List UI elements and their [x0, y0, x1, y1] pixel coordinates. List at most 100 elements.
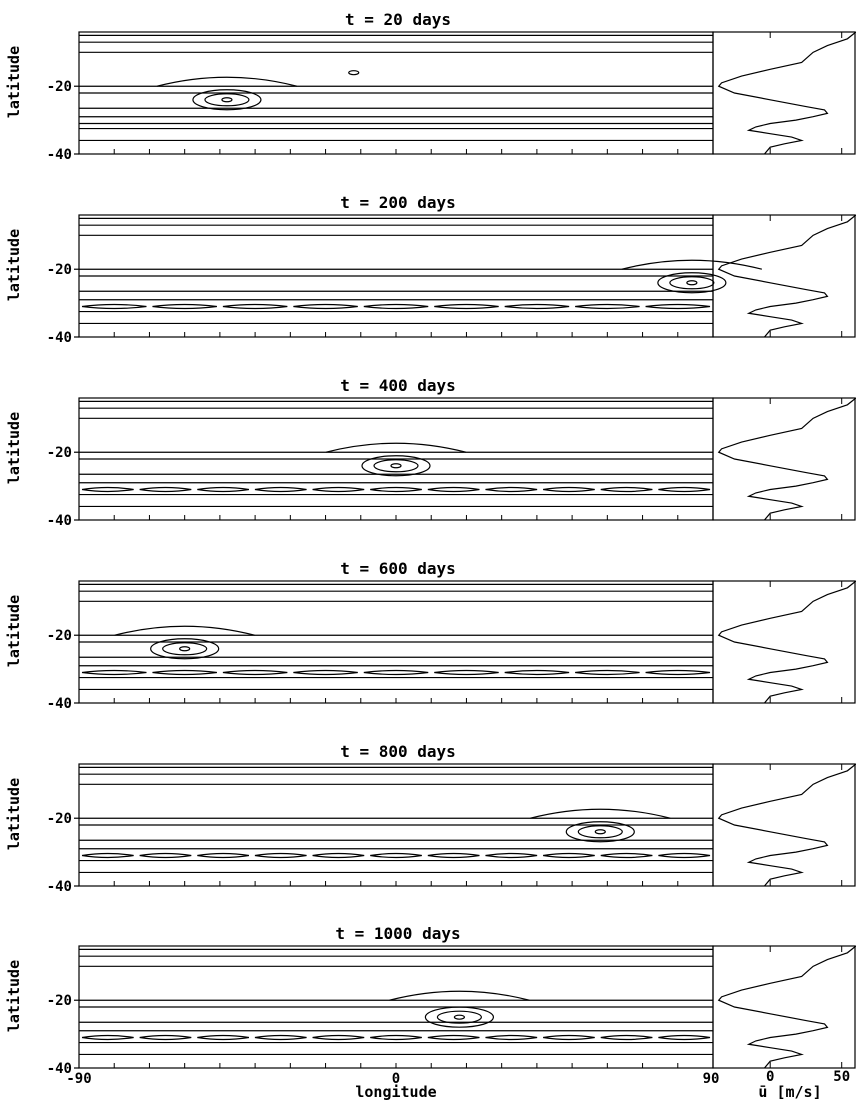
band-cell-contour [254, 852, 307, 859]
panel-0: t = 20 days -20 -40 latitude [5, 10, 856, 163]
y-tick-label: -20 [47, 628, 72, 644]
panel-title: t = 200 days [340, 193, 456, 212]
band-cell-contour [254, 486, 307, 493]
vortex-contour [657, 272, 727, 294]
band-cell-contour [542, 486, 595, 493]
y-tick-label: -40 [47, 696, 72, 712]
band-cell-contour [600, 486, 653, 493]
band-cell-contour [658, 1034, 711, 1041]
x-axis-label: longitude [355, 1083, 436, 1101]
panel-3: t = 600 days -20 -40 latitude [5, 559, 856, 712]
wind-profile-frame [712, 397, 856, 521]
band-cell-contour [81, 1034, 134, 1041]
vortex-contour [565, 821, 635, 843]
band-cell-contour [81, 669, 147, 676]
profile-tick-label: 0 [766, 1069, 774, 1085]
band-cell-contour [197, 852, 250, 859]
x-tick-label: 0 [392, 1071, 400, 1087]
band-cell-contour [312, 852, 365, 859]
vortex-contour [162, 642, 208, 656]
band-cell-contour [542, 852, 595, 859]
profile-axis-label: ū [m/s] [758, 1083, 821, 1101]
vortex-contour [373, 459, 419, 473]
band-cell-contour [81, 852, 134, 859]
wind-profile-line [717, 214, 856, 338]
band-cell-contour [427, 852, 480, 859]
band-cell-contour [658, 852, 711, 859]
vortex-bump-contour [156, 76, 298, 87]
band-cell-contour [645, 303, 711, 310]
y-tick-label: -20 [47, 445, 72, 461]
y-axis-label: latitude [5, 960, 23, 1032]
vortex-contour [150, 638, 220, 660]
vortex-contour [424, 1006, 494, 1028]
x-tick-label: -90 [66, 1071, 91, 1087]
wind-profile-frame [712, 214, 856, 338]
band-cell-contour [575, 669, 640, 676]
vortex-contour [669, 276, 715, 290]
band-cell-contour [293, 303, 358, 310]
band-cell-contour [645, 669, 711, 676]
band-cell-contour [370, 852, 422, 859]
wind-profile-line [717, 580, 856, 704]
vortex-bump-contour [325, 442, 467, 453]
band-cell-contour [434, 303, 499, 310]
vortex-contour [453, 1014, 465, 1020]
band-cell-contour [139, 852, 192, 859]
band-cell-contour [485, 486, 538, 493]
wind-profile-frame [712, 580, 856, 704]
band-cell-contour [363, 669, 429, 676]
panel-title: t = 600 days [340, 559, 456, 578]
wind-profile-line [717, 397, 856, 521]
panel-2: t = 400 days -20 -40 latitude [5, 376, 856, 529]
band-cell-contour [312, 1034, 365, 1041]
vortex-contour [179, 646, 191, 652]
y-axis-label: latitude [5, 778, 23, 850]
band-cell-contour [504, 303, 570, 310]
wind-profile-frame [712, 763, 856, 887]
band-cell-contour [485, 1034, 538, 1041]
band-cell-contour [542, 1034, 595, 1041]
vortex-contour [686, 280, 698, 286]
band-cell-contour [197, 1034, 250, 1041]
profile-tick-label: 50 [833, 1069, 850, 1085]
band-cell-contour [293, 669, 358, 676]
y-axis-label: latitude [5, 46, 23, 118]
band-cell-contour [434, 669, 499, 676]
band-cell-contour [139, 1034, 192, 1041]
vortex-contour [594, 829, 606, 835]
y-tick-label: -40 [47, 330, 72, 346]
band-cell-contour [312, 486, 365, 493]
band-cell-contour [81, 303, 147, 310]
y-axis-label: latitude [5, 229, 23, 301]
band-cell-contour [600, 852, 653, 859]
wind-profile-frame [712, 31, 856, 155]
vortex-contour [577, 825, 623, 839]
band-cell-contour [427, 1034, 480, 1041]
small-vortex-contour [348, 70, 360, 76]
band-cell-contour [254, 1034, 307, 1041]
y-tick-label: -40 [47, 1061, 72, 1077]
wind-profile-line [717, 945, 856, 1069]
x-tick-label: 90 [703, 1071, 720, 1087]
band-cell-contour [152, 303, 217, 310]
vortex-bump-contour [621, 259, 763, 270]
band-cell-contour [222, 669, 288, 676]
band-cell-contour [575, 303, 640, 310]
panel-4: t = 800 days -20 -40 latitude [5, 742, 856, 895]
vortex-contour [361, 455, 431, 477]
y-tick-label: -20 [47, 79, 72, 95]
band-cell-contour [370, 486, 422, 493]
y-tick-label: -20 [47, 811, 72, 827]
vortex-contour [221, 97, 233, 103]
band-cell-contour [427, 486, 480, 493]
band-cell-contour [370, 1034, 422, 1041]
y-tick-label: -20 [47, 262, 72, 278]
band-cell-contour [152, 669, 217, 676]
panel-title: t = 20 days [345, 10, 451, 29]
wind-profile-line [717, 31, 856, 155]
band-cell-contour [363, 303, 429, 310]
y-axis-label: latitude [5, 595, 23, 667]
y-tick-label: -40 [47, 879, 72, 895]
